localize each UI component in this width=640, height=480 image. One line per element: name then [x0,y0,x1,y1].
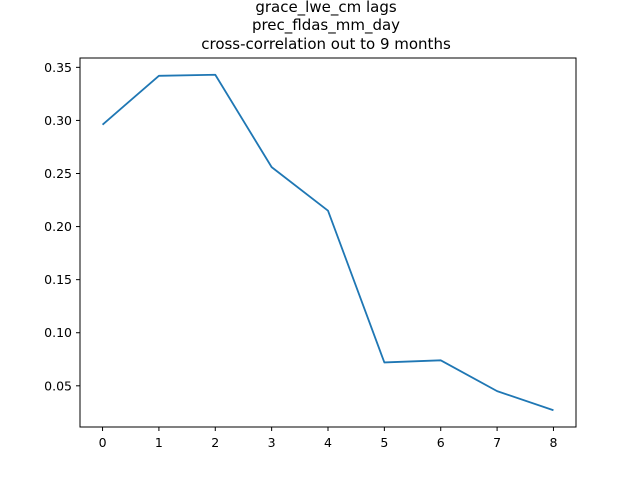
x-tick-label: 6 [437,435,445,450]
x-tick-label: 5 [380,435,388,450]
y-tick-label: 0.15 [44,272,72,287]
title-line-3: cross-correlation out to 9 months [201,35,451,53]
y-tick-label: 0.10 [44,325,72,340]
x-tick-label: 4 [324,435,332,450]
x-tick-label: 1 [155,435,163,450]
y-tick-label: 0.30 [44,113,72,128]
y-tick-label: 0.05 [44,378,72,393]
x-tick-label: 3 [268,435,276,450]
x-axis: 0 1 2 3 4 5 6 7 8 [99,427,557,450]
title-line-1: grace_lwe_cm lags [255,0,397,17]
title-line-2: prec_fldas_mm_day [252,16,400,35]
y-tick-label: 0.20 [44,219,72,234]
series-line-0 [101,73,554,412]
x-tick-label: 7 [493,435,501,450]
series-layer [101,73,554,412]
x-tick-label: 2 [211,435,219,450]
y-tick-label: 0.25 [44,166,72,181]
x-tick-label: 8 [549,435,557,450]
y-axis: 0.05 0.10 0.15 0.20 0.25 0.30 0.35 [44,60,80,393]
x-tick-label: 0 [99,435,107,450]
y-tick-label: 0.35 [44,60,72,75]
chart-title: grace_lwe_cm lags prec_fldas_mm_day cros… [201,0,451,53]
plot-frame [79,57,577,428]
